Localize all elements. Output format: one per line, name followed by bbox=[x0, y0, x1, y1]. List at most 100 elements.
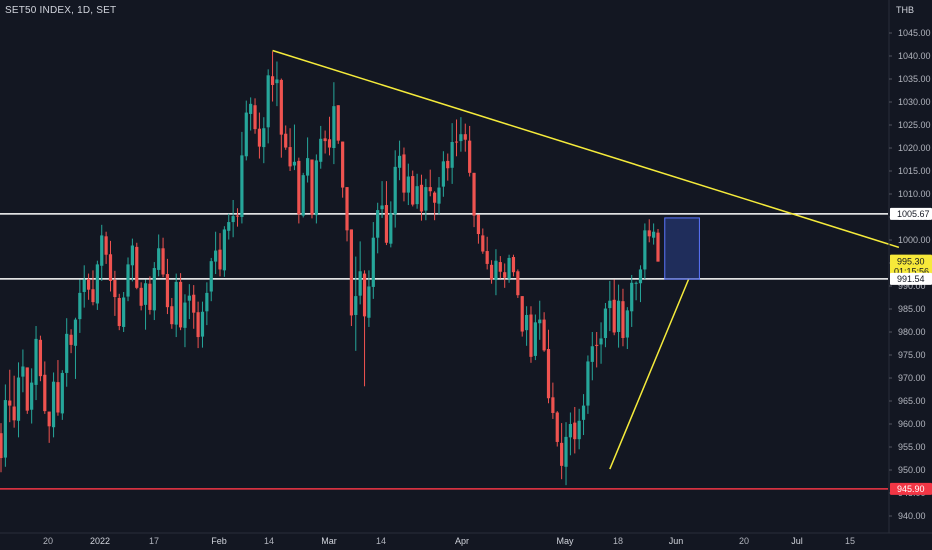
candle bbox=[529, 306, 533, 363]
candle-body bbox=[21, 366, 25, 377]
candle bbox=[573, 406, 577, 454]
candle-body bbox=[419, 184, 424, 212]
candle bbox=[560, 423, 564, 480]
candle bbox=[450, 123, 454, 184]
candle bbox=[485, 236, 489, 270]
candle-body bbox=[485, 251, 489, 264]
candle-body bbox=[415, 186, 419, 205]
candle bbox=[143, 279, 148, 330]
candle-body bbox=[30, 382, 34, 410]
candle bbox=[275, 61, 279, 107]
candle bbox=[345, 187, 349, 242]
candle-body bbox=[157, 248, 161, 270]
time-tick-label: Jul bbox=[791, 536, 803, 546]
candle bbox=[424, 178, 428, 221]
candle bbox=[95, 260, 99, 310]
candle bbox=[87, 273, 91, 300]
candle bbox=[349, 229, 353, 327]
candle bbox=[73, 317, 78, 379]
candle-body bbox=[433, 192, 437, 203]
candle bbox=[257, 112, 262, 159]
highlight-rectangle bbox=[664, 217, 700, 280]
candle bbox=[306, 137, 310, 183]
candle-body bbox=[227, 222, 231, 231]
candle-body bbox=[603, 308, 608, 338]
price-tick-label: 980.00 bbox=[898, 327, 926, 337]
candle bbox=[165, 258, 170, 315]
candle bbox=[459, 117, 463, 152]
candle-body bbox=[292, 161, 297, 166]
candle-body bbox=[314, 160, 318, 216]
price-tick-label: 950.00 bbox=[898, 465, 926, 475]
candle bbox=[397, 140, 402, 181]
candle-body bbox=[135, 246, 139, 288]
candle-body bbox=[586, 361, 590, 406]
candle bbox=[402, 147, 406, 202]
candle-body bbox=[297, 160, 301, 215]
time-axis[interactable]: 20 2022 17 Feb 14 Mar 14 Apr May 18 Jun 20 Jul 15 bbox=[0, 532, 932, 546]
candle bbox=[8, 369, 12, 423]
candle bbox=[621, 288, 625, 347]
candle bbox=[367, 270, 371, 327]
candle-body bbox=[581, 405, 586, 420]
candle bbox=[174, 273, 178, 338]
candle bbox=[91, 270, 95, 306]
candle bbox=[178, 273, 183, 331]
candle-body bbox=[349, 229, 353, 316]
candle-body bbox=[551, 397, 555, 413]
candle-body bbox=[244, 112, 248, 157]
candle bbox=[82, 265, 86, 308]
candle-body bbox=[380, 205, 384, 210]
candle bbox=[130, 238, 134, 282]
candle bbox=[209, 257, 213, 302]
price-tick-label: 960.00 bbox=[898, 419, 926, 429]
price-tick-label: 940.00 bbox=[898, 511, 926, 521]
candle-body bbox=[152, 268, 156, 311]
candle bbox=[603, 303, 608, 348]
candle-body bbox=[489, 264, 494, 280]
price-tick-label: 990.00 bbox=[898, 281, 926, 291]
candle bbox=[446, 153, 450, 181]
candle-body bbox=[183, 302, 187, 328]
candle-body bbox=[529, 314, 533, 357]
candle-body bbox=[214, 250, 218, 262]
candle bbox=[279, 78, 283, 158]
candle-body bbox=[126, 264, 130, 297]
price-tick-label: 1015.00 bbox=[898, 166, 931, 176]
price-label: 991.54 bbox=[890, 272, 932, 285]
candle bbox=[292, 124, 297, 171]
candle bbox=[100, 224, 104, 281]
candle bbox=[384, 181, 389, 246]
candle-body bbox=[612, 299, 616, 333]
candle bbox=[43, 361, 47, 414]
highlight-box bbox=[664, 217, 700, 280]
candle-body bbox=[511, 257, 516, 273]
price-tick-label: 985.00 bbox=[898, 304, 926, 314]
candle bbox=[516, 269, 520, 298]
candle-body bbox=[222, 229, 226, 271]
price-tick-label: 1025.00 bbox=[898, 120, 931, 130]
candle bbox=[65, 318, 69, 387]
candle-body bbox=[568, 424, 572, 438]
candle bbox=[148, 276, 152, 315]
time-tick-label: 14 bbox=[376, 536, 386, 546]
price-tick-label: 965.00 bbox=[898, 396, 926, 406]
price-label: 1005.67 bbox=[890, 207, 932, 220]
candle bbox=[638, 265, 643, 303]
candle-body bbox=[130, 245, 134, 266]
candle-body bbox=[647, 230, 651, 237]
candle bbox=[183, 294, 187, 348]
candle bbox=[218, 233, 222, 277]
candle bbox=[546, 329, 551, 404]
candle-body bbox=[503, 272, 507, 278]
candle bbox=[227, 213, 231, 240]
candle bbox=[652, 223, 656, 245]
time-tick-label: 20 bbox=[43, 536, 53, 546]
candle bbox=[406, 163, 410, 206]
candle-body bbox=[406, 176, 410, 193]
candle bbox=[463, 123, 467, 152]
candle bbox=[170, 297, 174, 329]
candle-body bbox=[148, 283, 152, 310]
candle-body bbox=[533, 322, 537, 356]
